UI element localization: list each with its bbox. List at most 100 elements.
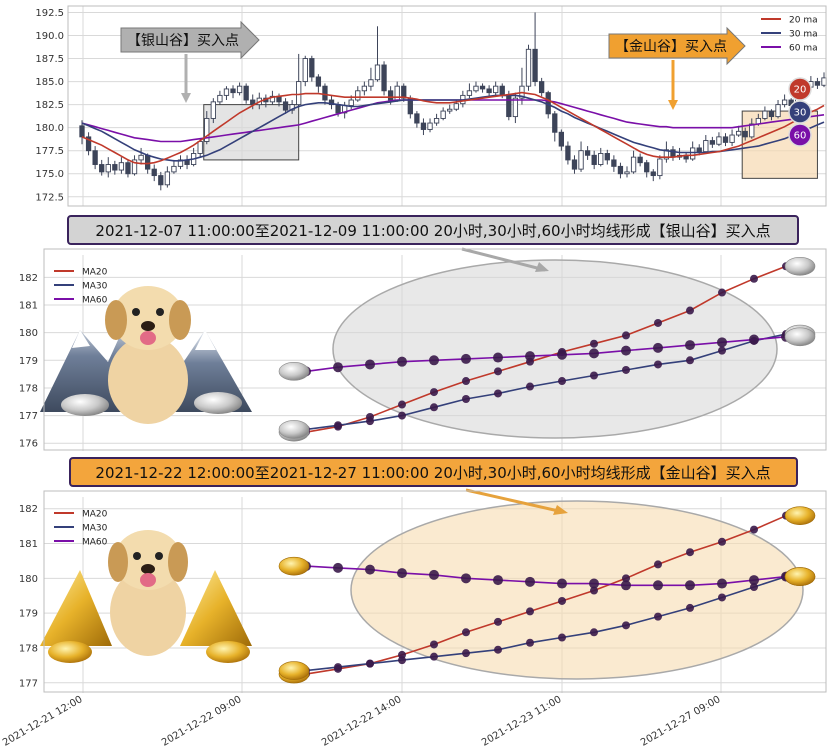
candle-body (112, 164, 118, 171)
x-tick-label: 2021-12-22 09:00 (160, 694, 244, 749)
y-tick-label: 172.5 (35, 192, 64, 203)
legend-label: MA20 (82, 268, 108, 278)
x-tick-label: 2021-12-21 12:00 (1, 694, 85, 749)
series-point (749, 575, 759, 586)
candle-body (158, 175, 164, 186)
series-point (526, 382, 534, 391)
candle-body (473, 85, 479, 92)
series-point (750, 525, 758, 534)
ma-badge (788, 100, 812, 124)
gold-ingot-markers (278, 506, 816, 684)
y-tick-label: 181 (19, 539, 38, 550)
candle-body (709, 140, 716, 145)
y-tick-label: 192.5 (35, 8, 64, 19)
candle-body (617, 165, 624, 175)
y-tick-label: 181 (19, 301, 38, 312)
series-point (622, 574, 630, 583)
series-point (686, 603, 694, 612)
candle-body (289, 104, 295, 111)
series-point (494, 617, 502, 626)
candle-body (696, 147, 702, 153)
candle-body (230, 88, 236, 94)
series-point (366, 417, 374, 426)
y-tick-label: 182 (19, 273, 38, 284)
ma-badge-label: 30 (794, 108, 807, 119)
candle-body (749, 123, 755, 138)
candle-body (92, 150, 98, 165)
candle-body (361, 85, 368, 92)
candle-body (118, 162, 125, 171)
series-point (750, 274, 758, 283)
buy-point-label: 【银山谷】买入点 (127, 33, 239, 49)
series-point (590, 628, 598, 637)
y-tick-label: 187.5 (35, 54, 64, 65)
candle-body (716, 136, 722, 145)
series-point (654, 560, 662, 569)
snowcap-icon (195, 330, 216, 350)
series-point (494, 367, 502, 376)
series-point (654, 318, 662, 327)
candle-body (85, 136, 92, 152)
dog-icon (105, 286, 191, 424)
silver-valley-panel: 176 177 178 179 180 181 182 MA20 MA30 MA60 (19, 215, 827, 451)
series-point (558, 377, 566, 386)
series-point (365, 564, 375, 575)
ma-badges: 20 30 60 (788, 77, 812, 147)
candle-body (236, 85, 243, 94)
candle-body (768, 110, 775, 118)
series-point (430, 652, 438, 661)
silver-ingot-icon (194, 392, 242, 414)
series-point (718, 593, 726, 602)
series-point (653, 580, 663, 591)
series-point (621, 580, 631, 591)
candle-body (552, 113, 558, 133)
series-line-ma60 (305, 336, 787, 373)
series-point (462, 395, 470, 403)
candle-body (302, 58, 308, 83)
candle-body (571, 159, 578, 170)
y-tick-label: 182.5 (35, 100, 64, 111)
candle-body (611, 159, 617, 167)
gold-ingot-icon (48, 641, 92, 663)
series-point (589, 578, 599, 589)
series-line-ma60 (305, 565, 787, 587)
series-point (718, 537, 726, 546)
gold-pyramid-right-icon (180, 570, 252, 646)
gold-banner-title: 2021-12-22 12:00:00至2021-12-27 11:00:00 … (95, 464, 770, 482)
series-point (493, 575, 503, 586)
candle-body (269, 95, 276, 103)
series-point (525, 351, 535, 362)
legend-label: 60 ma (789, 44, 818, 54)
silver-pointer-arrowhead (535, 262, 549, 272)
legend-label: MA60 (82, 296, 108, 306)
candle-body (427, 122, 433, 130)
candle-body (532, 48, 538, 83)
candle-body (131, 159, 138, 175)
ma60-line (81, 99, 825, 143)
candle-body (663, 149, 670, 160)
candle-body (125, 162, 131, 175)
x-tick-label: 2021-12-23 11:00 (480, 694, 564, 749)
y-tick-label: 180 (19, 574, 38, 585)
ma20-line (81, 91, 825, 165)
series-point (462, 649, 470, 658)
series-line-ma20 (305, 265, 787, 433)
candle-body (742, 130, 748, 138)
ma-badge-label: 20 (794, 85, 807, 96)
silver-ingot-marker-icon (278, 362, 310, 381)
candle-body (591, 154, 597, 165)
silver-banner-box (67, 215, 799, 245)
candle-body (525, 48, 532, 87)
series-point (558, 633, 566, 642)
gold-pyramid-left-icon (40, 570, 112, 646)
buy-point-arrows: 【银山谷】买入点 【金山谷】买入点 (120, 20, 746, 110)
candle-body (775, 104, 781, 118)
series-point (557, 349, 567, 360)
candle-body (374, 64, 381, 81)
y-tick-label: 179 (19, 356, 38, 367)
candle-body (493, 85, 499, 94)
buy-point-callout (608, 26, 746, 66)
candle-body (79, 125, 85, 138)
series-point (717, 578, 727, 589)
candle-body (781, 99, 788, 106)
